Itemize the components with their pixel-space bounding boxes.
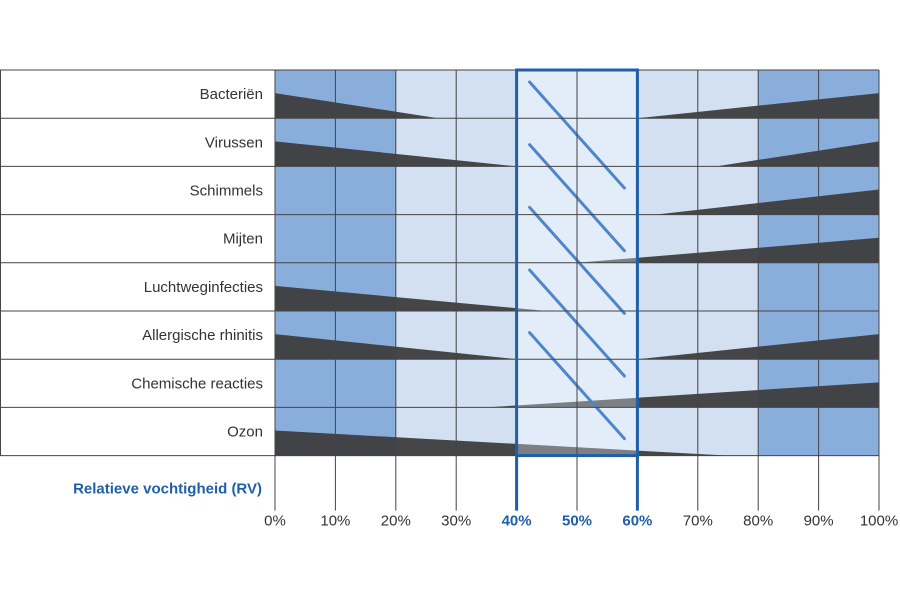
cell	[577, 214, 638, 264]
cell	[637, 166, 699, 216]
x-tick-label: 90%	[804, 513, 834, 530]
row-label: Ozon	[227, 424, 263, 441]
cell	[516, 214, 578, 264]
x-tick-label: 0%	[264, 513, 286, 530]
cell	[577, 118, 638, 167]
optimal-zone-border	[515, 68, 639, 458]
row-label: Mijten	[223, 231, 263, 248]
x-tick-label: 50%	[562, 513, 592, 530]
cell	[637, 311, 699, 360]
right-wedge	[577, 237, 879, 263]
x-tick-label: 30%	[441, 513, 471, 530]
cell	[516, 359, 578, 408]
row-labels: Bacteriën Virussen Schimmels Mijten Luchtweg…	[131, 86, 263, 440]
right-wedge	[486, 382, 879, 408]
cell	[456, 262, 518, 312]
cell	[456, 311, 518, 360]
cell	[516, 70, 578, 119]
cell	[637, 118, 699, 167]
cell	[456, 166, 518, 216]
cell	[697, 118, 759, 167]
cell	[456, 118, 518, 167]
x-tick-label: 100%	[860, 513, 898, 530]
x-axis-title: Relatieve vochtigheid (RV)	[73, 481, 262, 498]
row-label: Chemische reacties	[131, 375, 263, 392]
right-wedge	[655, 189, 879, 215]
cell	[516, 166, 578, 216]
optimal-zone-frame	[515, 68, 639, 511]
x-tick-label: 40%	[502, 513, 532, 530]
cell	[697, 407, 759, 457]
left-wedge	[275, 93, 439, 119]
left-wedge	[275, 430, 728, 456]
row-label: Bacteriën	[200, 86, 263, 103]
cell	[456, 70, 518, 119]
cell	[818, 407, 880, 457]
x-tick-label: 80%	[743, 513, 773, 530]
cell	[395, 359, 457, 408]
x-tick-label: 60%	[622, 513, 652, 530]
x-tick-labels: 0% 10% 20% 30% 40% 50% 60% 70% 80% 90% 100%	[264, 513, 898, 530]
cell	[516, 262, 578, 312]
row-label: Schimmels	[190, 183, 263, 200]
cell	[335, 166, 397, 216]
cell	[577, 70, 638, 119]
cell	[275, 166, 336, 216]
cell	[758, 262, 820, 312]
row-label: Virussen	[205, 134, 263, 151]
cell	[456, 359, 518, 408]
cell	[456, 214, 518, 264]
right-wedge	[715, 141, 879, 167]
cell	[818, 262, 880, 312]
x-tick-label: 10%	[320, 513, 350, 530]
x-tick-label: 20%	[381, 513, 411, 530]
cell	[637, 407, 699, 457]
left-wedge	[275, 285, 547, 311]
cell	[335, 214, 397, 264]
cell	[637, 70, 699, 119]
row-label: Allergische rhinitis	[142, 327, 263, 344]
cell	[395, 166, 457, 216]
cell	[335, 359, 397, 408]
cell	[275, 214, 336, 264]
cell	[395, 70, 457, 119]
cell	[395, 214, 457, 264]
x-tick-label: 70%	[683, 513, 713, 530]
row-label: Luchtweginfecties	[144, 279, 263, 296]
cell	[758, 407, 820, 457]
cell	[637, 262, 699, 312]
cell	[275, 359, 336, 408]
cell	[697, 262, 759, 312]
